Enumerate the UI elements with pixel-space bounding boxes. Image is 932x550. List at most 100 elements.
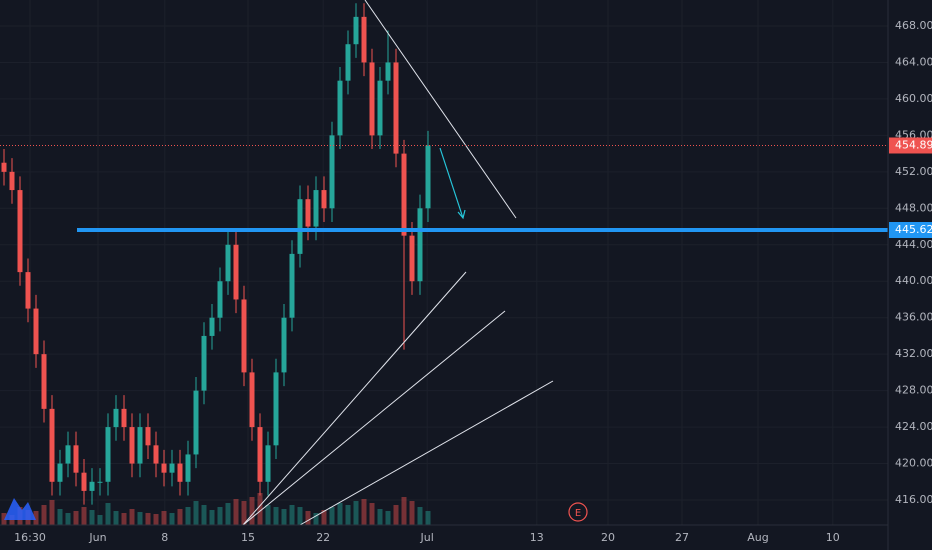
y-tick-label: 440.00 [895,274,932,287]
candle-body [65,445,71,464]
candle-body [265,445,271,482]
axes: 416.00 420.00 424.00 428.00 432.00 436.00 440.… [14,19,932,544]
earnings-circle[interactable] [568,502,588,522]
last-price-tag [889,137,932,154]
logo-mark [4,498,36,520]
candle-body [169,463,175,473]
volume-bar [129,509,135,525]
y-tick-label: 416.00 [895,493,932,506]
candle-body [289,253,295,318]
candle-body [329,135,335,209]
volume-bar [289,505,295,525]
volume-bar [249,497,255,525]
candle-body [217,281,223,318]
volume-bar [377,509,383,525]
candle-body [281,317,287,373]
candle-body [369,62,375,136]
candle-layer [1,3,431,505]
volume-bar [89,510,95,525]
volume-bar [1,513,7,525]
candle-body [241,299,247,373]
volume-bar [321,510,327,525]
volume-bar [121,513,127,525]
fan-line [242,310,506,526]
earnings: E [568,502,588,522]
y-tick-label: 452.00 [895,165,932,178]
volume-bar [161,511,167,525]
volume-bar [345,505,351,525]
candle-body [273,372,279,446]
volume-bar [73,511,79,525]
candle-body [145,427,151,446]
x-tick-label: 27 [675,531,689,544]
volume-bar [33,511,39,525]
volume-bar [105,503,111,525]
candle-body [377,80,383,136]
candle-body [153,445,159,464]
candle-body [297,199,303,254]
candle-body [33,308,39,355]
candle-body [233,244,239,300]
y-tick-label: 448.00 [895,201,932,214]
candle-body [209,317,215,336]
candle-body [337,80,343,136]
candle-body [121,408,127,428]
candle-body [49,408,55,482]
y-tick-label: 444.00 [895,238,932,251]
level-label: 445.62 [895,223,932,236]
y-tick-label: 436.00 [895,311,932,324]
candle-body [57,463,63,482]
volume-bar [217,507,223,525]
volume-bar [265,505,271,525]
volume-bar [193,501,199,525]
candle-body [25,272,31,309]
candle-body [81,472,87,491]
candle-body [249,372,255,428]
candle-body [9,171,15,191]
volume-bar [281,509,287,525]
volume-bar [329,507,335,525]
volume-bar [145,513,151,525]
candle-body [97,481,103,483]
candle-body [305,199,311,227]
volume-bar [225,503,231,525]
x-tick-label: 8 [161,531,168,544]
y-tick-label: 432.00 [895,347,932,360]
y-tick-label: 428.00 [895,384,932,397]
x-tick-label: 22 [316,531,330,544]
candle-body [161,463,167,473]
volume-bar [201,505,207,525]
volume-bar [97,515,103,525]
volume-bar [209,510,215,525]
overlay [0,144,888,233]
volume-bar [41,505,47,525]
x-tick-label: 15 [241,531,255,544]
candle-body [225,244,231,282]
volume-bar [305,511,311,525]
y-tick-label: 464.00 [895,55,932,68]
volume-bar [409,501,415,525]
candle-body [113,408,119,428]
volume-bar [369,503,375,525]
candle-body [393,62,399,154]
candle-body [73,445,79,473]
candle-body [193,390,199,455]
candle-body [409,235,415,282]
volume-bar [185,507,191,525]
volume-bar [353,501,359,525]
volume-bar [425,511,431,525]
y-tick-label: 468.00 [895,19,932,32]
candle-body [201,335,207,391]
volume-bar [81,507,87,525]
candle-body [1,162,7,172]
volume-bar [297,507,303,525]
level-tag [889,222,932,239]
volume-bar [393,505,399,525]
x-tick-label: Aug [747,531,768,544]
volume-bar [57,509,63,525]
arrow-head [457,209,466,220]
x-tick-label: 10 [826,531,840,544]
fan-line [242,271,467,526]
volume-bar [169,513,175,525]
